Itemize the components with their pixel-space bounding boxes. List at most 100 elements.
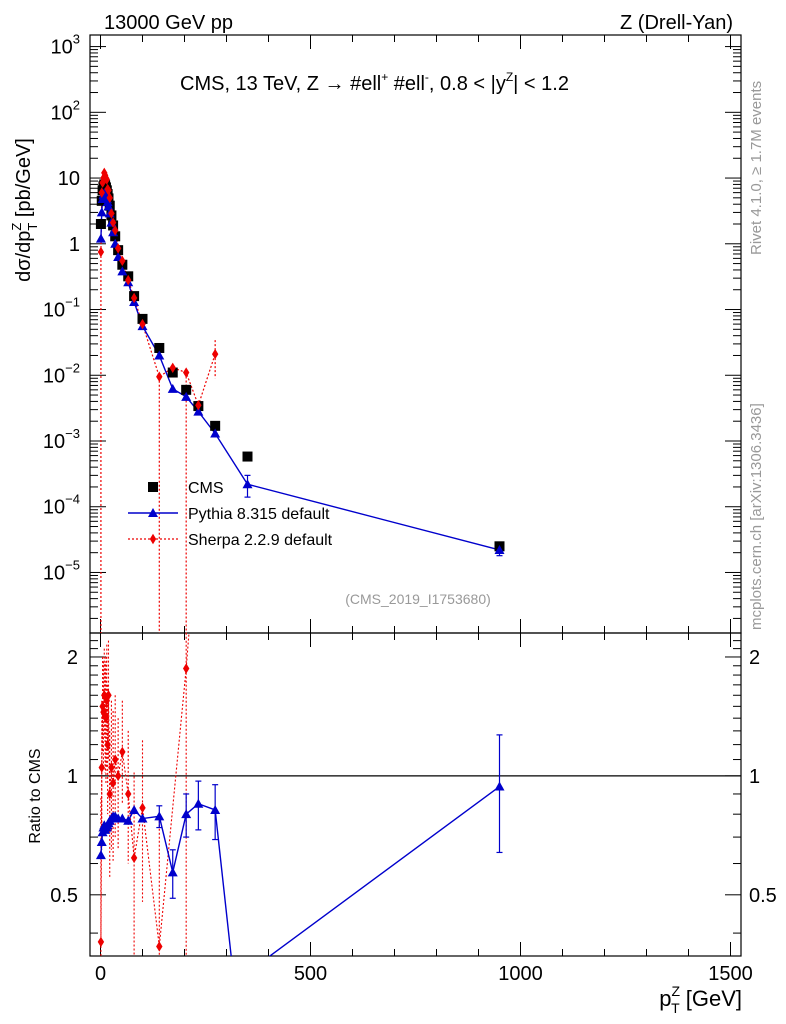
ratio-sherpa-line-exit	[185, 633, 190, 669]
legend-label: Sherpa 2.2.9 default	[188, 532, 333, 549]
x-tick-label: 1500	[708, 963, 753, 985]
ratio-pythia-point	[123, 815, 134, 825]
legend-label: CMS	[188, 480, 224, 497]
ratio-y-label: Ratio to CMS	[27, 748, 44, 843]
sherpa-point	[139, 318, 146, 330]
header-right: Z (Drell-Yan)	[620, 12, 733, 34]
y-axis-label: dσ/dpZT [pb/GeV]	[9, 138, 40, 282]
pythia-point	[494, 544, 505, 554]
sherpa-point	[109, 217, 117, 228]
legend-pythia-marker	[148, 508, 158, 517]
ratio-sherpa-point	[125, 788, 132, 800]
sherpa-point	[108, 208, 115, 219]
pythia-point	[210, 428, 221, 438]
sherpa-point	[195, 400, 202, 411]
sherpa-point	[182, 367, 190, 378]
ratio-pythia-point	[96, 837, 107, 847]
sherpa-point	[114, 243, 122, 254]
mcplots-label: mcplots.cern.ch [arXiv:1306.3436]	[748, 403, 765, 630]
ratio-sherpa-point	[119, 746, 126, 758]
cms-point	[242, 451, 253, 462]
sherpa-point	[112, 225, 119, 236]
ratio-tick-label-right: 1	[749, 766, 760, 788]
pythia-point	[154, 350, 165, 360]
cms-point	[181, 384, 192, 395]
ratio-sherpa-point	[97, 936, 105, 948]
ratio-tick-label: 1	[67, 766, 78, 788]
rivet-label: Rivet 4.1.0, ≥ 1.7M events	[748, 81, 765, 255]
ratio-data-group	[95, 633, 505, 956]
y-tick-label: 102	[51, 97, 80, 124]
y-tick-label: 10−4	[43, 492, 80, 519]
header-left: 13000 GeV pp	[104, 12, 233, 34]
ratio-sherpa-point	[103, 695, 110, 706]
sherpa-point	[130, 292, 138, 304]
pythia-point	[95, 233, 106, 243]
sherpa-line	[100, 172, 216, 408]
ratio-sherpa-point	[112, 754, 119, 765]
x-tick-label: 1000	[498, 963, 543, 985]
ratio-sherpa-point	[101, 690, 108, 701]
ratio-pythia-point	[154, 811, 165, 821]
plot-title: CMS, 13 TeV, Z → #ell+ #ell-, 0.8 < |yZ|…	[180, 70, 569, 95]
pythia-point	[181, 391, 192, 401]
ratio-pythia-point	[137, 813, 148, 823]
legend-cms-marker	[148, 482, 158, 492]
y-tick-label: 10	[58, 168, 80, 190]
ratio-sherpa-point	[105, 690, 112, 701]
pythia-point	[103, 201, 114, 211]
pythia-point	[193, 406, 204, 416]
sherpa-point	[105, 185, 112, 196]
ratio-tick-label-right: 0.5	[749, 885, 777, 907]
x-tick-label: 0	[95, 963, 106, 985]
ratio-sherpa-point	[106, 788, 113, 800]
pythia-point	[117, 266, 128, 276]
ratio-tick-label: 2	[67, 647, 78, 669]
ratio-pythia-point	[181, 809, 192, 819]
main-data-group	[95, 167, 505, 633]
sherpa-point	[106, 192, 113, 204]
cms-point	[95, 218, 106, 229]
pythia-line	[100, 191, 500, 551]
sherpa-point	[169, 362, 176, 373]
cms-point	[110, 231, 121, 242]
ratio-sherpa-point	[99, 701, 106, 712]
cms-point	[154, 342, 165, 353]
y-tick-label: 10−1	[43, 295, 80, 322]
ratio-sherpa-point	[156, 941, 163, 952]
ratio-tick-label: 0.5	[50, 885, 78, 907]
y-tick-label: 10−2	[43, 360, 80, 387]
ratio-pythia-point	[117, 813, 128, 823]
ratio-tick-label-right: 2	[749, 647, 760, 669]
ratio-pythia-point	[167, 867, 178, 877]
pythia-point	[167, 383, 178, 393]
ratio-pythia-point	[210, 804, 221, 814]
sherpa-point	[98, 187, 105, 198]
ratio-sherpa-point	[102, 712, 110, 724]
ratio-pythia-point	[494, 781, 505, 791]
pythia-point	[96, 207, 107, 217]
sherpa-point	[103, 174, 110, 185]
pythia-point	[102, 197, 113, 207]
ratio-sherpa-point	[114, 770, 122, 782]
y-tick-label: 1	[69, 234, 80, 256]
legend-sherpa-marker	[149, 533, 157, 545]
x-axis-label: pZ T [GeV]	[659, 983, 742, 1016]
ratio-pythia-point	[95, 850, 106, 860]
cms-point	[137, 313, 148, 324]
ratio-sherpa-point	[130, 852, 138, 864]
analysis-watermark: (CMS_2019_I1753680)	[345, 591, 491, 607]
y-tick-label: 103	[51, 32, 80, 59]
ratio-sherpa-point	[108, 762, 115, 773]
y-tick-label: 10−3	[43, 426, 80, 453]
y-tick-label: 10−5	[43, 557, 80, 584]
ratio-pythia-point	[193, 798, 204, 808]
ratio-sherpa-point	[139, 802, 146, 814]
legend-label: Pythia 8.315 default	[188, 506, 330, 523]
ratio-sherpa-point	[104, 739, 111, 750]
sherpa-point	[97, 246, 105, 258]
ratio-sherpa-point	[182, 663, 190, 674]
sherpa-point	[125, 274, 132, 286]
ratio-sherpa-point	[98, 762, 105, 773]
